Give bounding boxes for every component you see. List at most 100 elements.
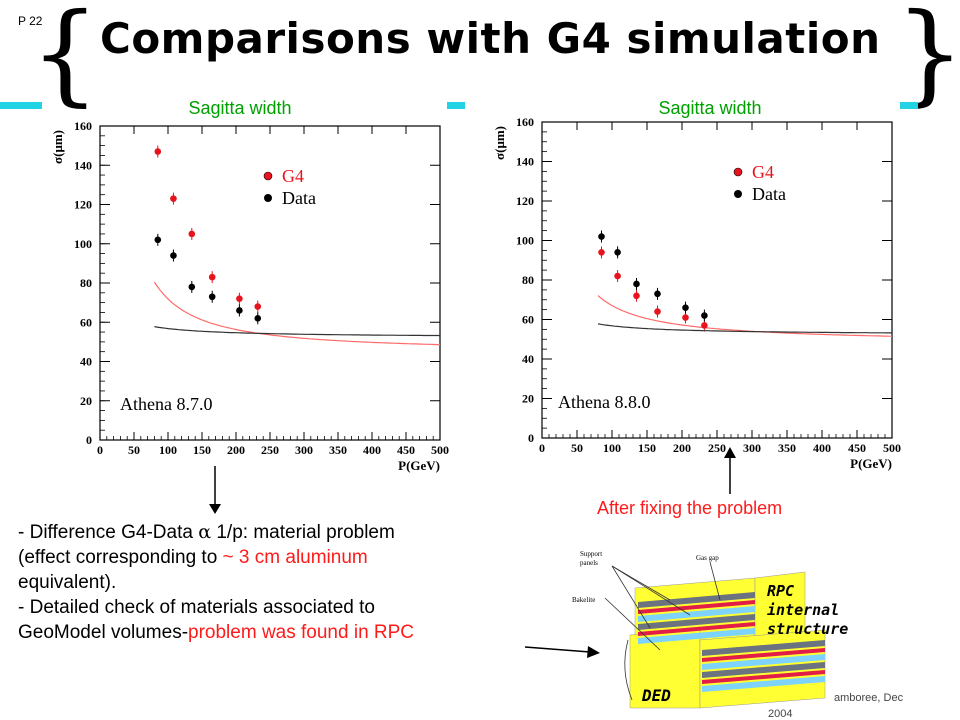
fit-curve-data [597, 323, 892, 334]
accent-bar-right [900, 102, 918, 109]
y-tick-label: 100 [516, 234, 534, 248]
left-brace-decoration: { [30, 0, 100, 117]
legend-marker [263, 171, 273, 181]
y-tick-label: 0 [528, 431, 534, 445]
legend-label: G4 [282, 166, 304, 186]
y-tick-label: 120 [516, 194, 534, 208]
y-tick-label: 40 [80, 355, 92, 369]
upper-layers [638, 592, 755, 644]
data-point-g4 [682, 314, 689, 321]
right-brace-decoration: } [895, 0, 960, 117]
version-annotation: Athena 8.7.0 [120, 394, 212, 414]
version-annotation: Athena 8.8.0 [558, 392, 650, 412]
x-tick-label: 150 [638, 441, 656, 455]
x-tick-label: 100 [603, 441, 621, 455]
data-point-data [170, 252, 177, 259]
x-axis-label: P(GeV) [850, 456, 892, 471]
accent-bar-left [0, 102, 42, 109]
x-tick-label: 0 [97, 443, 103, 457]
y-tick-label: 80 [80, 276, 92, 290]
x-tick-label: 500 [431, 443, 449, 457]
data-point-data [701, 312, 708, 319]
rpc-caption: RPC internal structure [767, 582, 849, 638]
data-point-g4 [154, 148, 162, 155]
text-line-2: (effect corresponding to ~ 3 cm aluminum [18, 547, 368, 568]
y-axis-label: σ(μm) [492, 126, 507, 160]
data-point-data [254, 315, 262, 322]
data-point-data [654, 290, 661, 298]
data-point-g4 [188, 230, 196, 238]
x-tick-label: 200 [673, 441, 691, 455]
x-tick-label: 350 [329, 443, 347, 457]
lower-layers [702, 640, 825, 692]
y-tick-label: 120 [74, 198, 92, 212]
down-arrow-head [209, 504, 221, 514]
accent-bar-middle [447, 102, 465, 109]
support-panels-label: Support [580, 550, 602, 558]
fit-curve-data [154, 326, 441, 337]
chart-1-title: Sagitta width [188, 98, 292, 118]
text-line-4: - Detailed check of materials associated… [18, 597, 375, 618]
x-axis-label: P(GeV) [398, 458, 440, 473]
data-point-g4 [701, 322, 708, 329]
x-tick-label: 300 [743, 441, 761, 455]
legend-label: Data [752, 184, 786, 204]
ded-label: DED [642, 686, 671, 705]
sagitta-chart-athena-870: 0 50 100 150 200 250 300 350 400 450 500 0 20 40 60 80 1… [50, 119, 449, 473]
x-tick-label: 50 [571, 441, 583, 455]
y-tick-label: 40 [522, 352, 534, 366]
x-tick-label: 150 [193, 443, 211, 457]
svg-text:panels: panels [580, 559, 598, 567]
x-tick-label: 350 [778, 441, 796, 455]
data-point-g4 [633, 292, 640, 300]
bakelite-label: Bakelite [572, 596, 595, 604]
y-tick-label: 20 [80, 394, 92, 408]
x-tick-label: 450 [848, 441, 866, 455]
x-tick-label: 450 [397, 443, 415, 457]
data-point-g4 [654, 308, 661, 315]
page-number: P 22 [18, 14, 43, 28]
rpc-structure-figure: Support panels Bakelite Gas gap [572, 550, 826, 709]
data-point-data [598, 233, 605, 240]
fix-label: After fixing the problem [597, 498, 783, 518]
gas-gap-label: Gas gap [696, 554, 719, 562]
sagitta-chart-athena-880: 0 50 100 150 200 250 300 350 400 450 500 0 20 40 60 80 1… [492, 115, 901, 471]
legend-marker [264, 194, 272, 202]
data-point-g4 [236, 295, 243, 302]
x-tick-label: 400 [813, 441, 831, 455]
explanation-text: - Difference G4-Data α 1/p: material pro… [18, 520, 538, 645]
x-tick-label: 200 [227, 443, 245, 457]
data-point-g4 [614, 272, 621, 280]
y-tick-label: 160 [516, 115, 534, 129]
text-line-5: GeoModel volumes-problem was found in RP… [18, 622, 415, 643]
legend-marker [733, 167, 743, 177]
fit-curve-g4 [153, 281, 440, 346]
text-line-3: equivalent). [18, 572, 117, 593]
data-point-data [614, 249, 621, 256]
chart-2-title: Sagitta width [658, 98, 762, 118]
slide-title: Comparisons with G4 simulation [100, 14, 881, 63]
y-tick-label: 60 [522, 313, 534, 327]
data-point-data [682, 304, 689, 311]
x-tick-label: 0 [539, 441, 545, 455]
y-tick-label: 20 [522, 392, 534, 406]
data-point-g4 [598, 249, 605, 256]
data-point-data [633, 280, 640, 288]
y-tick-label: 0 [86, 433, 92, 447]
y-tick-label: 160 [74, 119, 92, 133]
y-axis-label: σ(μm) [50, 130, 65, 164]
x-tick-label: 300 [295, 443, 313, 457]
y-tick-label: 80 [522, 273, 534, 287]
x-tick-label: 100 [159, 443, 177, 457]
legend-marker [734, 190, 742, 198]
y-tick-label: 100 [74, 237, 92, 251]
footer-year: 2004 [768, 708, 793, 720]
legend-label: Data [282, 188, 316, 208]
x-tick-label: 400 [363, 443, 381, 457]
data-point-g4 [208, 273, 216, 281]
text-line-1: - Difference G4-Data α 1/p: material pro… [18, 521, 395, 543]
x-tick-label: 500 [883, 441, 901, 455]
data-point-g4 [254, 303, 262, 310]
x-tick-label: 250 [708, 441, 726, 455]
